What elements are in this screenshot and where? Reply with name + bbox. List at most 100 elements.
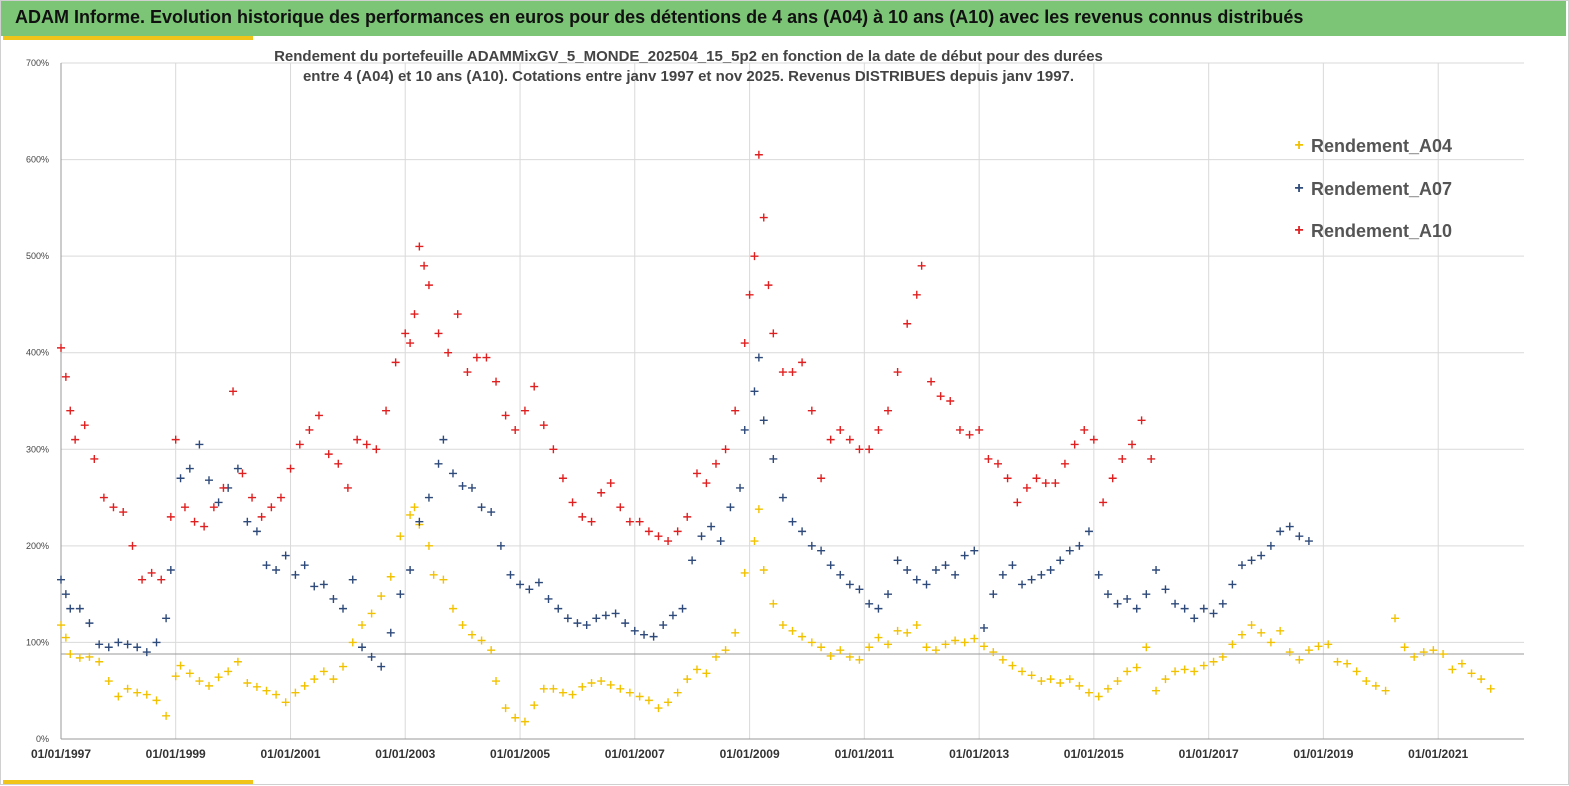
y-tick-label: 100% — [26, 637, 49, 647]
data-point-rendement_a04 — [487, 646, 496, 655]
data-point-rendement_a04 — [429, 570, 438, 579]
data-point-rendement_a04 — [664, 698, 673, 707]
data-point-rendement_a04 — [1448, 665, 1457, 674]
data-point-rendement_a07 — [1065, 546, 1074, 555]
data-point-rendement_a04 — [951, 636, 960, 645]
data-point-rendement_a10 — [314, 411, 323, 420]
data-point-rendement_a04 — [778, 621, 787, 630]
data-point-rendement_a07 — [439, 435, 448, 444]
data-point-rendement_a07 — [611, 609, 620, 618]
data-point-rendement_a04 — [272, 690, 281, 699]
data-point-rendement_a04 — [1123, 667, 1132, 676]
data-point-rendement_a10 — [444, 348, 453, 357]
data-point-rendement_a07 — [61, 590, 70, 599]
y-tick-label: 300% — [26, 444, 49, 454]
data-point-rendement_a07 — [750, 387, 759, 396]
data-point-rendement_a04 — [224, 667, 233, 676]
data-point-rendement_a10 — [453, 310, 462, 319]
data-point-rendement_a10 — [305, 425, 314, 434]
data-point-rendement_a10 — [267, 503, 276, 512]
data-point-rendement_a10 — [406, 339, 415, 348]
data-point-rendement_a07 — [931, 566, 940, 574]
data-point-rendement_a07 — [903, 566, 912, 574]
data-point-rendement_a04 — [1467, 669, 1476, 678]
data-point-rendement_a04 — [1276, 626, 1285, 635]
data-point-rendement_a07 — [496, 541, 505, 550]
data-point-rendement_a07 — [262, 561, 271, 570]
data-point-rendement_a04 — [1381, 686, 1390, 695]
data-point-rendement_a04 — [1008, 661, 1017, 670]
data-point-rendement_a04 — [903, 628, 912, 637]
data-point-rendement_a07 — [166, 566, 175, 574]
data-point-rendement_a04 — [1094, 692, 1103, 701]
data-point-rendement_a07 — [516, 580, 525, 589]
data-point-rendement_a07 — [759, 416, 768, 425]
data-point-rendement_a07 — [688, 556, 697, 565]
data-point-rendement_a07 — [754, 353, 763, 362]
data-point-rendement_a04 — [941, 640, 950, 649]
data-point-rendement_a04 — [233, 657, 242, 666]
data-point-rendement_a10 — [711, 459, 720, 468]
data-point-rendement_a07 — [204, 476, 213, 485]
data-point-rendement_a07 — [291, 570, 300, 579]
data-point-rendement_a07 — [640, 630, 649, 639]
data-point-rendement_a10 — [731, 406, 740, 415]
data-point-rendement_a07 — [1056, 556, 1065, 565]
data-point-rendement_a04 — [817, 643, 826, 652]
data-point-rendement_a07 — [406, 566, 415, 574]
data-point-rendement_a10 — [295, 440, 304, 449]
data-point-rendement_a04 — [448, 604, 457, 613]
data-point-rendement_a07 — [563, 614, 572, 623]
data-point-rendement_a10 — [463, 368, 472, 377]
data-point-rendement_a10 — [1032, 474, 1041, 483]
data-point-rendement_a04 — [1228, 640, 1237, 649]
data-point-rendement_a07 — [487, 508, 496, 517]
data-point-rendement_a04 — [568, 690, 577, 699]
data-point-rendement_a07 — [319, 580, 328, 589]
data-point-rendement_a07 — [525, 585, 534, 594]
data-point-rendement_a10 — [90, 454, 99, 463]
data-point-rendement_a07 — [458, 481, 467, 490]
data-point-rendement_a04 — [893, 626, 902, 635]
data-point-rendement_a04 — [587, 678, 596, 687]
data-point-rendement_a04 — [511, 713, 520, 722]
data-point-rendement_a10 — [917, 261, 926, 270]
data-point-rendement_a04 — [1333, 657, 1342, 666]
data-point-rendement_a10 — [745, 290, 754, 299]
data-point-rendement_a04 — [1352, 667, 1361, 676]
data-point-rendement_a10 — [549, 445, 558, 454]
data-point-rendement_a10 — [1013, 498, 1022, 507]
data-point-rendement_a07 — [1276, 527, 1285, 536]
data-point-rendement_a07 — [845, 580, 854, 589]
data-point-rendement_a04 — [1037, 677, 1046, 686]
data-point-rendement_a10 — [66, 406, 75, 415]
data-point-rendement_a07 — [66, 604, 75, 613]
data-point-rendement_a10 — [180, 503, 189, 512]
data-point-rendement_a04 — [759, 566, 768, 574]
data-point-rendement_a10 — [138, 575, 147, 584]
data-point-rendement_a04 — [1027, 671, 1036, 680]
data-point-rendement_a04 — [152, 696, 161, 705]
data-point-rendement_a10 — [807, 406, 816, 415]
data-point-rendement_a10 — [644, 527, 653, 536]
data-point-rendement_a07 — [329, 594, 338, 603]
data-point-rendement_a04 — [530, 701, 539, 710]
data-point-rendement_a04 — [1171, 667, 1180, 676]
data-point-rendement_a04 — [980, 642, 989, 651]
data-point-rendement_a04 — [104, 677, 113, 686]
data-point-rendement_a07 — [884, 590, 893, 599]
data-point-rendement_a04 — [310, 675, 319, 684]
data-point-rendement_a10 — [1118, 454, 1127, 463]
data-point-rendement_a04 — [57, 621, 65, 630]
data-point-rendement_a07 — [836, 570, 845, 579]
data-point-rendement_a10 — [248, 493, 257, 502]
data-point-rendement_a10 — [984, 454, 993, 463]
data-point-rendement_a10 — [57, 343, 65, 352]
data-point-rendement_a07 — [1084, 527, 1093, 536]
data-point-rendement_a10 — [109, 503, 118, 512]
legend: + Rendement_A04 + Rendement_A07 + Rendem… — [1289, 135, 1452, 263]
data-point-rendement_a07 — [195, 440, 204, 449]
data-point-rendement_a07 — [534, 578, 543, 587]
data-point-rendement_a04 — [300, 681, 309, 690]
data-point-rendement_a04 — [492, 677, 501, 686]
